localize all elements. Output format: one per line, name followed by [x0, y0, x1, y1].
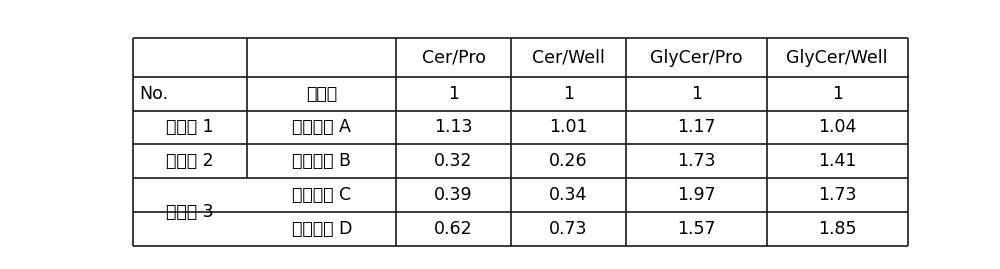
Text: 对照品: 对照品: [306, 85, 337, 103]
Text: 实施例 3: 实施例 3: [166, 203, 214, 221]
Text: 1.13: 1.13: [434, 118, 473, 136]
Text: 0.26: 0.26: [549, 152, 588, 170]
Text: 1.01: 1.01: [549, 118, 588, 136]
Text: 1.97: 1.97: [677, 186, 715, 204]
Text: 本发明品 D: 本发明品 D: [292, 220, 352, 238]
Text: 1.73: 1.73: [677, 152, 715, 170]
Text: 0.34: 0.34: [549, 186, 587, 204]
Text: 1.17: 1.17: [677, 118, 715, 136]
Text: 本发明品 A: 本发明品 A: [292, 118, 351, 136]
Text: 1.04: 1.04: [818, 118, 856, 136]
Text: 0.62: 0.62: [434, 220, 473, 238]
Text: 1: 1: [832, 85, 843, 103]
Text: Cer/Well: Cer/Well: [532, 49, 605, 67]
Text: 1.73: 1.73: [818, 186, 856, 204]
Text: 1: 1: [563, 85, 574, 103]
Text: GlyCer/Well: GlyCer/Well: [786, 49, 888, 67]
Text: 1: 1: [448, 85, 459, 103]
Text: No.: No.: [139, 85, 168, 103]
Text: 1.85: 1.85: [818, 220, 856, 238]
Text: 本发明品 B: 本发明品 B: [292, 152, 351, 170]
Text: 本发明品 C: 本发明品 C: [292, 186, 351, 204]
Text: 实施例 2: 实施例 2: [166, 152, 214, 170]
Text: Cer/Pro: Cer/Pro: [422, 49, 486, 67]
Text: 1.57: 1.57: [677, 220, 715, 238]
Text: 1.41: 1.41: [818, 152, 856, 170]
Text: 1: 1: [691, 85, 702, 103]
Text: 实施例 1: 实施例 1: [166, 118, 214, 136]
Text: GlyCer/Pro: GlyCer/Pro: [650, 49, 742, 67]
Text: 0.32: 0.32: [434, 152, 473, 170]
Text: 0.39: 0.39: [434, 186, 473, 204]
Text: 0.73: 0.73: [549, 220, 588, 238]
